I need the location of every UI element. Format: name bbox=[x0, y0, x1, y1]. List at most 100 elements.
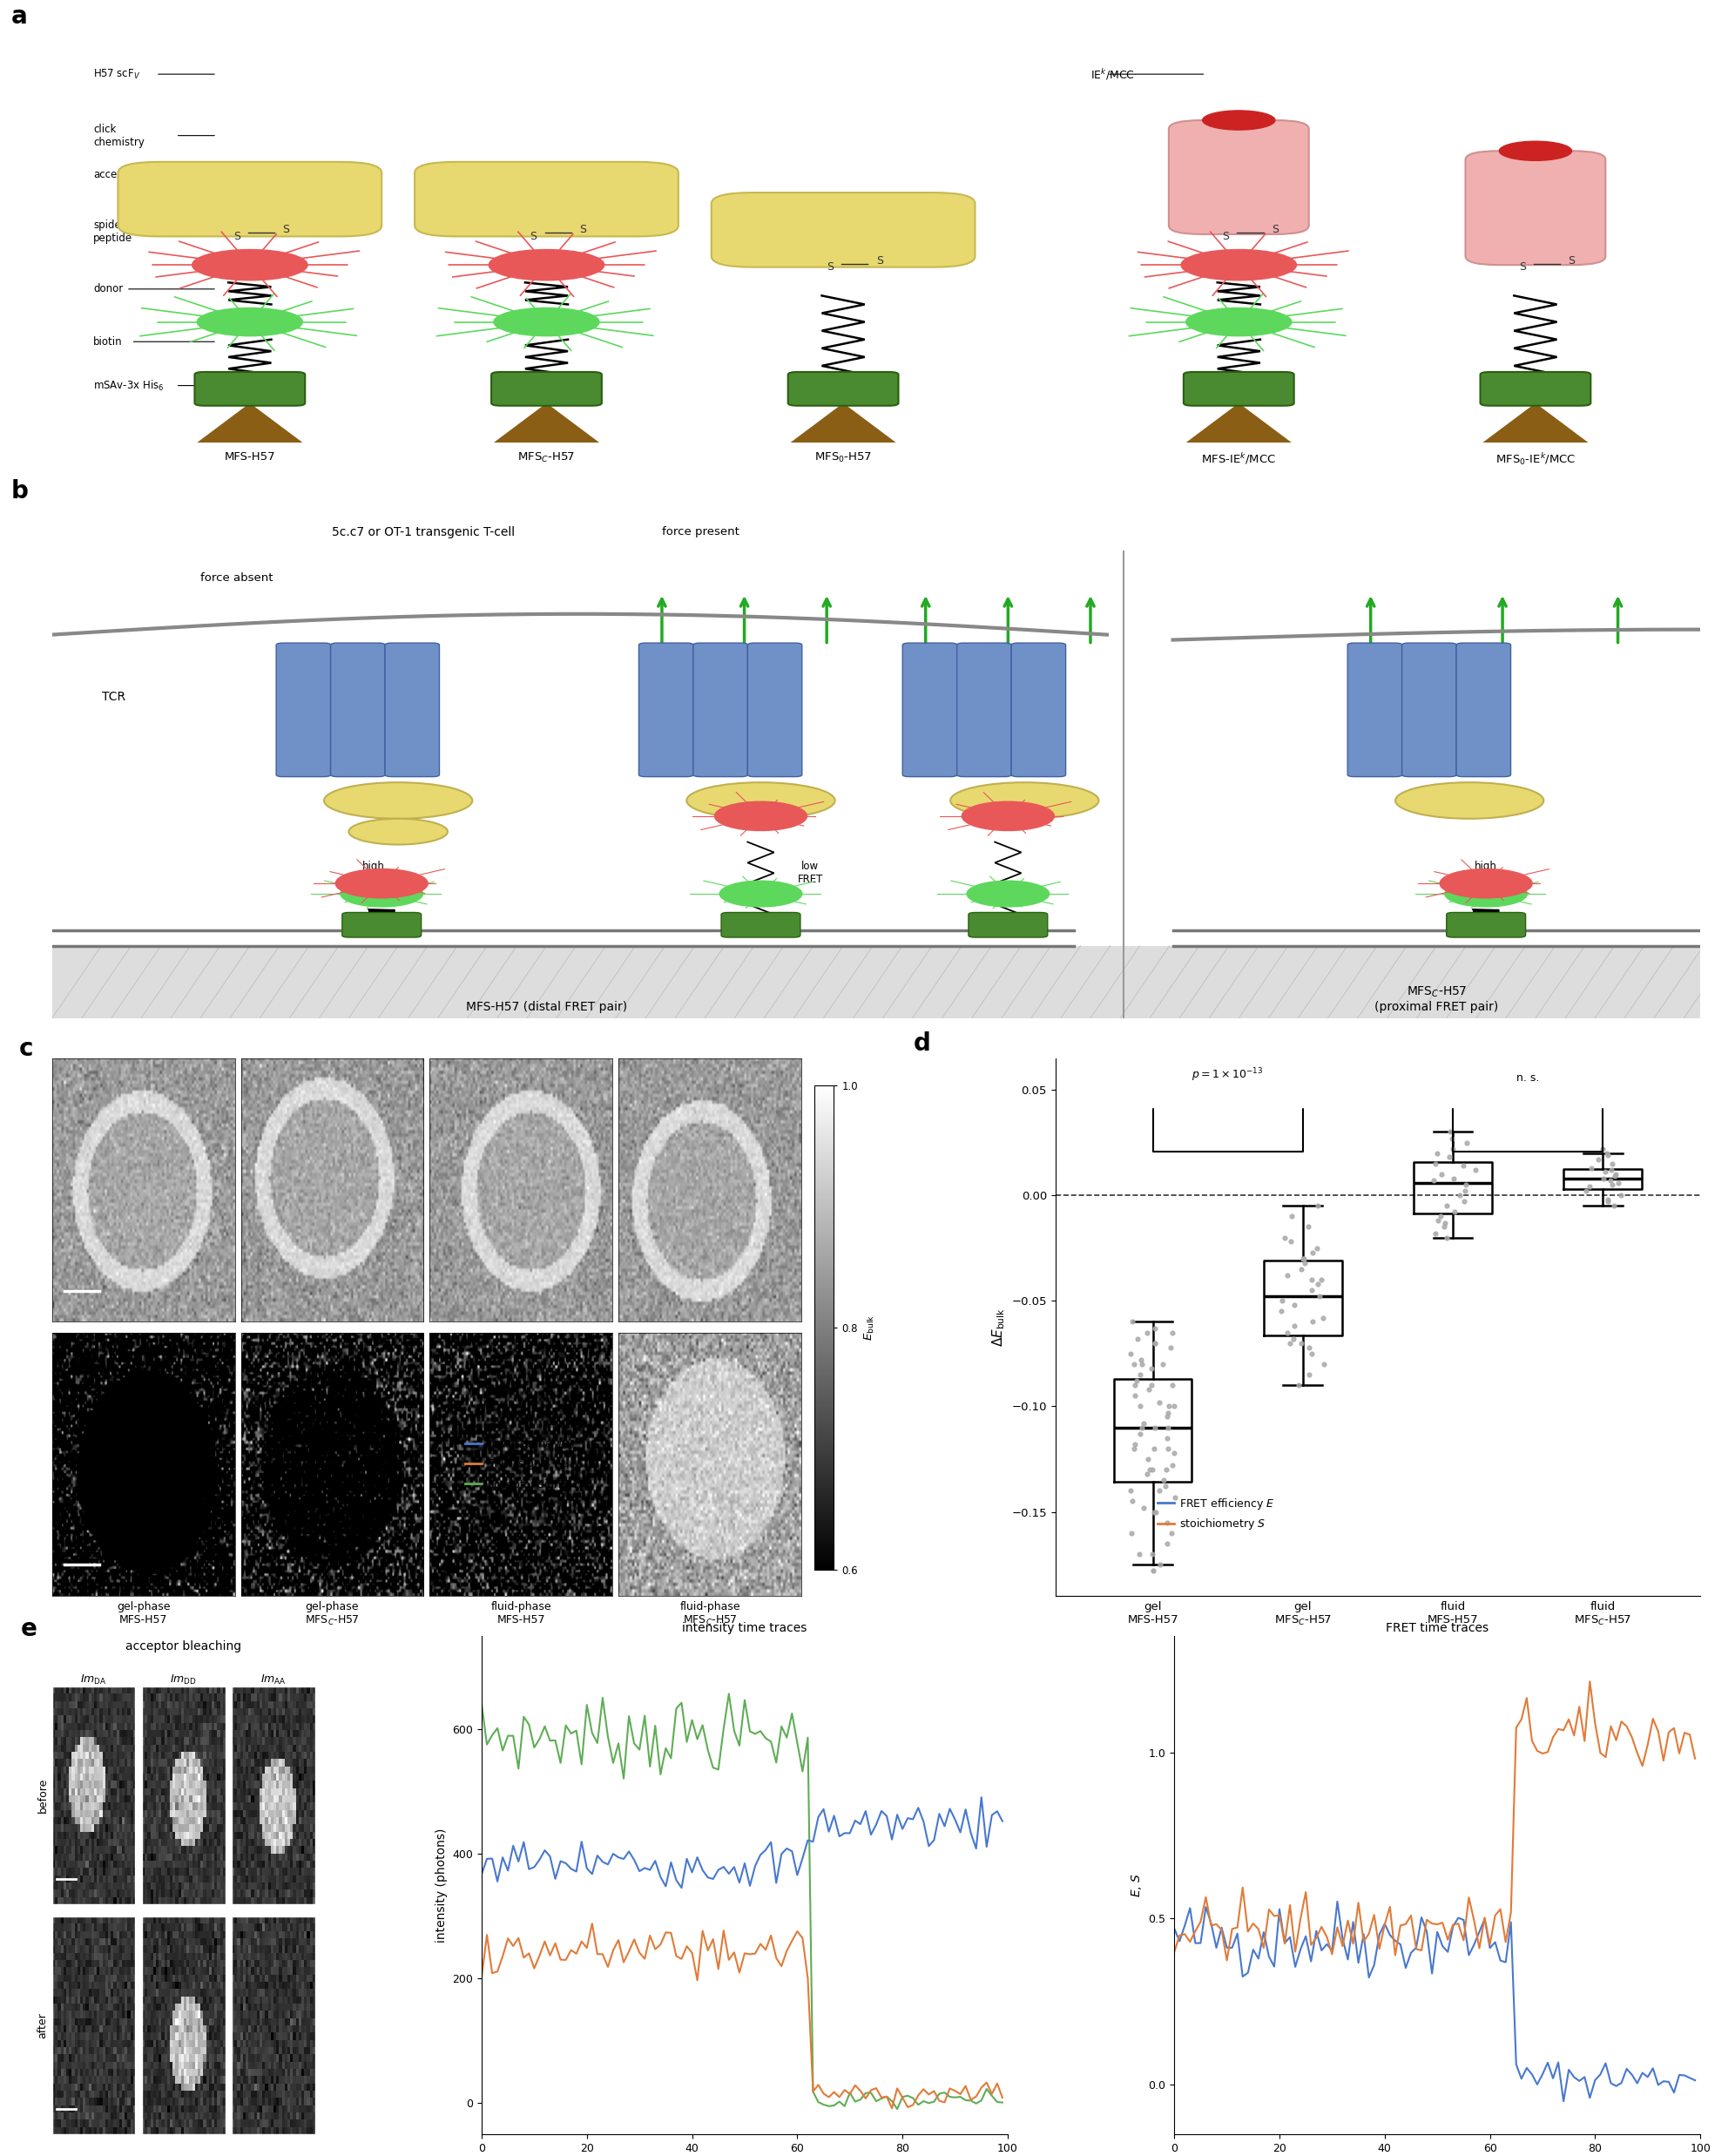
Point bbox=[1294, 1210, 1322, 1244]
Point bbox=[1157, 1516, 1185, 1550]
Point bbox=[1121, 1432, 1149, 1466]
Text: click
chemistry: click chemistry bbox=[94, 123, 144, 149]
Point bbox=[1273, 1315, 1301, 1350]
Point bbox=[1426, 1199, 1454, 1233]
Y-axis label: $\Delta E_\mathrm{bulk}$: $\Delta E_\mathrm{bulk}$ bbox=[991, 1309, 1006, 1348]
Circle shape bbox=[715, 802, 807, 830]
FancyBboxPatch shape bbox=[52, 946, 1700, 1018]
X-axis label: fluid-phase
MFS-H57: fluid-phase MFS-H57 bbox=[491, 1602, 552, 1626]
Point bbox=[1133, 1457, 1161, 1492]
Point bbox=[1300, 1304, 1327, 1339]
FancyBboxPatch shape bbox=[722, 912, 800, 938]
Text: n. s.: n. s. bbox=[1516, 1072, 1539, 1084]
FancyBboxPatch shape bbox=[748, 642, 802, 776]
Text: H57 scF$_V$: H57 scF$_V$ bbox=[94, 67, 141, 80]
Point bbox=[1117, 1337, 1145, 1371]
Point bbox=[1433, 1220, 1461, 1255]
Text: S: S bbox=[826, 261, 833, 274]
Text: MFS-H57: MFS-H57 bbox=[224, 451, 276, 464]
Point bbox=[1272, 1220, 1300, 1255]
Point bbox=[1142, 1326, 1169, 1360]
Text: S: S bbox=[579, 224, 586, 235]
Text: high
FRET: high FRET bbox=[1473, 860, 1499, 886]
Point bbox=[1596, 1164, 1624, 1199]
Point bbox=[1126, 1537, 1154, 1572]
Point bbox=[1423, 1136, 1450, 1171]
Point bbox=[1303, 1231, 1331, 1266]
Point bbox=[1600, 1188, 1627, 1222]
Point bbox=[1287, 1253, 1315, 1287]
Point bbox=[1431, 1205, 1459, 1240]
Point bbox=[1289, 1242, 1317, 1276]
Polygon shape bbox=[494, 403, 599, 442]
Circle shape bbox=[517, 213, 576, 229]
Point bbox=[1135, 1371, 1162, 1406]
Text: 5c.c7 or OT-1 transgenic T-cell: 5c.c7 or OT-1 transgenic T-cell bbox=[333, 526, 515, 539]
Point bbox=[1145, 1473, 1173, 1507]
Text: MFS-IE$^k$/MCC: MFS-IE$^k$/MCC bbox=[1201, 451, 1277, 466]
Point bbox=[1142, 1494, 1169, 1529]
Ellipse shape bbox=[951, 783, 1098, 819]
Y-axis label: before: before bbox=[36, 1779, 49, 1813]
Point bbox=[1452, 1166, 1480, 1201]
FancyBboxPatch shape bbox=[638, 642, 694, 776]
Point bbox=[1437, 1115, 1464, 1149]
Text: MFS-H57 (distal FRET pair): MFS-H57 (distal FRET pair) bbox=[467, 1000, 626, 1013]
Point bbox=[1161, 1388, 1188, 1423]
Circle shape bbox=[335, 869, 429, 897]
Point bbox=[1430, 1210, 1457, 1244]
Point bbox=[1594, 1184, 1622, 1218]
FancyBboxPatch shape bbox=[958, 642, 1012, 776]
Point bbox=[1150, 1468, 1178, 1503]
Point bbox=[1440, 1162, 1468, 1197]
Point bbox=[1294, 1330, 1322, 1365]
Point bbox=[1150, 1464, 1178, 1498]
Text: donor: donor bbox=[94, 282, 123, 295]
Point bbox=[1300, 1235, 1327, 1270]
Text: e: e bbox=[21, 1617, 36, 1641]
Point bbox=[1419, 1164, 1447, 1199]
Point bbox=[1275, 1326, 1303, 1360]
Ellipse shape bbox=[1395, 783, 1544, 819]
Circle shape bbox=[494, 308, 599, 336]
Point bbox=[1601, 1158, 1629, 1192]
FancyBboxPatch shape bbox=[1456, 642, 1511, 776]
FancyBboxPatch shape bbox=[118, 162, 382, 237]
Point bbox=[1601, 1160, 1629, 1194]
Point bbox=[1607, 1177, 1634, 1212]
Point bbox=[1138, 1554, 1166, 1589]
Point bbox=[1273, 1259, 1301, 1294]
Circle shape bbox=[961, 802, 1055, 830]
Text: biotin: biotin bbox=[94, 336, 123, 347]
Point bbox=[1133, 1315, 1161, 1350]
Point bbox=[1159, 1449, 1187, 1483]
Y-axis label: after: after bbox=[36, 2014, 49, 2040]
Point bbox=[1117, 1516, 1145, 1550]
Circle shape bbox=[193, 250, 307, 280]
Point bbox=[1121, 1427, 1149, 1462]
Point bbox=[1154, 1410, 1182, 1445]
Point bbox=[1296, 1358, 1324, 1393]
FancyBboxPatch shape bbox=[194, 373, 305, 405]
Point bbox=[1119, 1304, 1147, 1339]
Point bbox=[1575, 1169, 1603, 1203]
Text: S: S bbox=[232, 231, 239, 241]
Polygon shape bbox=[1483, 403, 1588, 442]
Text: S: S bbox=[283, 224, 290, 235]
FancyBboxPatch shape bbox=[1012, 642, 1065, 776]
Legend: FRET efficiency $E$, stoichiometry $S$: FRET efficiency $E$, stoichiometry $S$ bbox=[1154, 1492, 1279, 1535]
Point bbox=[1287, 1326, 1315, 1360]
Text: low
FRET: low FRET bbox=[798, 860, 822, 886]
Point bbox=[1452, 1125, 1480, 1160]
Point bbox=[1145, 1384, 1173, 1419]
Circle shape bbox=[1182, 250, 1296, 280]
Point bbox=[1157, 1330, 1185, 1365]
FancyBboxPatch shape bbox=[1480, 373, 1591, 405]
Point bbox=[1442, 1194, 1470, 1229]
Point bbox=[1289, 1242, 1317, 1276]
FancyBboxPatch shape bbox=[342, 912, 422, 938]
Ellipse shape bbox=[349, 819, 448, 845]
Point bbox=[1428, 1158, 1456, 1192]
Point bbox=[1286, 1367, 1313, 1401]
Point bbox=[1591, 1156, 1619, 1190]
